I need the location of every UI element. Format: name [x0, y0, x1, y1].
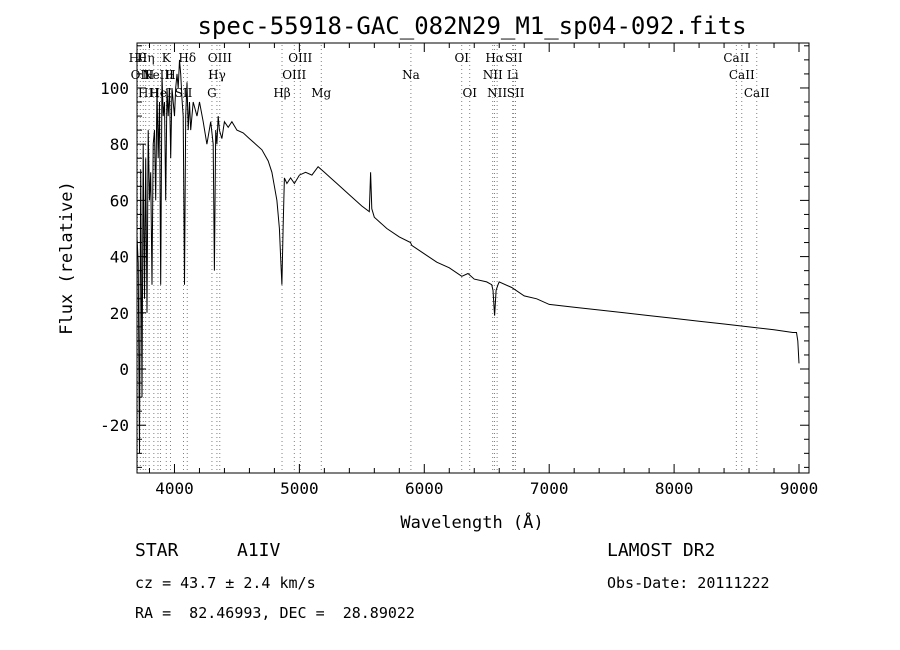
- y-axis-label: Flux (relative): [57, 181, 77, 335]
- y-tick-label: 60: [110, 191, 129, 210]
- object-subclass: A1IV: [237, 540, 281, 561]
- marker-label: NII: [487, 86, 507, 100]
- marker-label: OII: [131, 68, 151, 82]
- x-tick-label: 9000: [780, 479, 819, 498]
- survey-name: LAMOST DR2: [607, 540, 716, 561]
- y-tick-label: 100: [100, 79, 129, 98]
- x-axis-label: Wavelength (Å): [400, 511, 543, 533]
- x-tick-label: 4000: [155, 479, 194, 498]
- marker-label: Hη: [137, 51, 155, 65]
- marker-label: H: [138, 86, 148, 100]
- y-tick-label: 20: [110, 304, 129, 323]
- marker-label: CaII: [744, 86, 770, 100]
- marker-label: SII: [175, 86, 193, 100]
- emission-line-markers: HθOIIHHηHHNeIIIHeIKHSIIHδGHγOIIIHβOIIIOI…: [129, 45, 770, 471]
- marker-label: H: [165, 68, 175, 82]
- x-tick-label: 8000: [655, 479, 694, 498]
- marker-label: CaII: [723, 51, 749, 65]
- object-class: STAR: [135, 540, 179, 561]
- y-tick-label: 40: [110, 248, 129, 267]
- marker-label: Li: [507, 68, 519, 82]
- marker-label: OIII: [208, 51, 232, 65]
- redshift-velocity: cz = 43.7 ± 2.4 km/s: [135, 574, 316, 592]
- marker-label: Hα: [485, 51, 504, 65]
- marker-label: Hδ: [178, 51, 196, 65]
- marker-label: SII: [507, 86, 525, 100]
- marker-label: OI: [454, 51, 469, 65]
- marker-label: K: [162, 51, 172, 65]
- marker-label: OI: [462, 86, 477, 100]
- marker-label: Mg: [311, 86, 331, 100]
- marker-label: H: [149, 86, 159, 100]
- y-tick-label: -20: [100, 416, 129, 435]
- marker-label: CaII: [729, 68, 755, 82]
- y-tick-label: 0: [119, 360, 129, 379]
- marker-label: NeIII: [142, 68, 174, 82]
- x-tick-label: 7000: [530, 479, 569, 498]
- coordinates: RA = 82.46993, DEC = 28.89022: [135, 604, 415, 622]
- marker-label: OIII: [288, 51, 312, 65]
- marker-label: SII: [505, 51, 523, 65]
- x-tick-label: 6000: [405, 479, 444, 498]
- marker-label: Hβ: [273, 86, 290, 100]
- marker-label: NII: [483, 68, 503, 82]
- y-tick-label: 80: [110, 135, 129, 154]
- marker-label: H: [144, 68, 154, 82]
- marker-label: Hγ: [208, 68, 226, 82]
- marker-label: G: [207, 86, 217, 100]
- axis-ticks: 4000 5000 6000 7000 8000 9000 -20 0 20 40 60 80 100: [100, 43, 818, 498]
- marker-label: Na: [402, 68, 420, 82]
- chart-title: spec-55918-GAC_082N29_M1_sp04-092.fits: [197, 12, 746, 40]
- plot-frame: [136, 42, 810, 474]
- marker-label: OIII: [282, 68, 306, 82]
- x-tick-label: 5000: [280, 479, 319, 498]
- observation-date: Obs-Date: 20111222: [607, 574, 770, 592]
- spectrum-line: [136, 59, 800, 454]
